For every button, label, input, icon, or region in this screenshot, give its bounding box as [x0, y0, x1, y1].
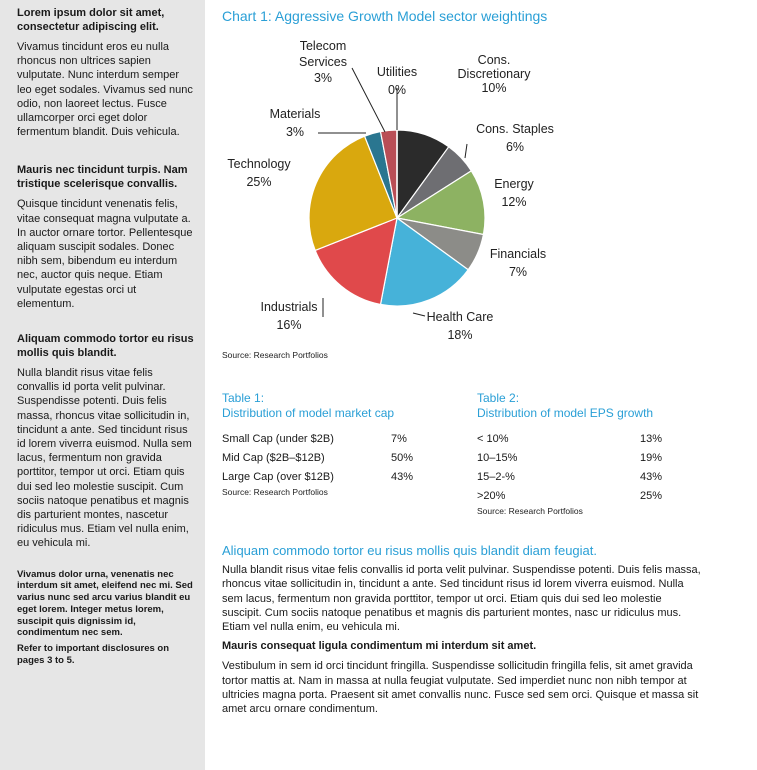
- article-body: Nulla blandit risus vitae felis convalli…: [222, 563, 702, 722]
- sidebar-heading: Mauris nec tincidunt turpis. Nam tristiq…: [17, 164, 188, 191]
- slice-label: Health Care 18%: [427, 310, 494, 342]
- table-title: Table 1: Distribution of model market cap: [222, 391, 395, 420]
- row-label: Large Cap (over $12B): [222, 471, 334, 483]
- main-content: Chart 1: Aggressive Growth Model sector …: [222, 0, 742, 770]
- table-row: Mid Cap ($2B–$12B) 50%: [222, 449, 422, 468]
- table-title: Table 2: Distribution of model EPS growth: [477, 391, 654, 420]
- sidebar-section: Aliquam commodo tortor eu risus mollis q…: [17, 332, 195, 551]
- pie-slice: [379, 216, 470, 307]
- slice-label: Cons. Discretionary 10%: [458, 53, 532, 95]
- leader-line: [351, 67, 386, 133]
- row-value: 50%: [391, 452, 414, 464]
- row-value: 19%: [640, 452, 663, 464]
- slice-label: Financials 7%: [490, 247, 546, 279]
- article-paragraph: Nulla blandit risus vitae felis convalli…: [222, 564, 701, 634]
- pie-slice: [314, 217, 398, 306]
- sidebar-body: Vivamus tincidunt eros eu nulla rhoncus …: [17, 41, 193, 139]
- pie-slice: [308, 135, 398, 252]
- slice-label: Energy 12%: [494, 177, 534, 209]
- leader-line: [464, 143, 468, 159]
- sidebar-body: Nulla blandit risus vitae felis convalli…: [17, 367, 192, 550]
- eps-growth-table: Table 2: Distribution of model EPS growth…: [477, 391, 692, 516]
- row-value: 25%: [640, 490, 663, 502]
- row-label: 10–15%: [477, 452, 518, 464]
- market-cap-table: Table 1: Distribution of model market cap…: [222, 391, 422, 497]
- table-row: 15–2-% 43%: [477, 468, 692, 487]
- sidebar-heading: Lorem ipsum dolor sit amet, consectetur …: [17, 7, 165, 33]
- article-title: Aliquam commodo tortor eu risus mollis q…: [222, 543, 598, 558]
- row-value: 43%: [640, 471, 663, 483]
- table-row: Small Cap (under $2B) 7%: [222, 430, 422, 449]
- chart-title: Chart 1: Aggressive Growth Model sector …: [222, 8, 548, 24]
- table-source: Source: Research Portfolios: [222, 487, 328, 497]
- table-source: Source: Research Portfolios: [477, 506, 583, 516]
- slice-label: Cons. Staples 6%: [476, 122, 554, 154]
- pie-chart: Cons. Discretionary 10% Cons. Staples 6% Ener…: [227, 39, 554, 342]
- row-value: 7%: [391, 433, 407, 445]
- sidebar: Lorem ipsum dolor sit amet, consectetur …: [0, 0, 205, 770]
- slice-label: Industrials 16%: [261, 300, 318, 332]
- sidebar-section: Mauris nec tincidunt turpis. Nam tristiq…: [17, 163, 195, 311]
- pie-slice: [395, 170, 486, 236]
- sidebar-body: Quisque tincidunt venenatis felis, vitae…: [17, 198, 193, 310]
- table-row: 10–15% 19%: [477, 449, 692, 468]
- table-row: >20% 25%: [477, 487, 692, 506]
- leader-line: [412, 312, 426, 317]
- chart-source: Source: Research Portfolios: [222, 350, 328, 360]
- article-subheading: Mauris consequat ligula condimentum mi i…: [222, 640, 537, 653]
- sidebar-section: Lorem ipsum dolor sit amet, consectetur …: [17, 6, 195, 139]
- row-label: Mid Cap ($2B–$12B): [222, 452, 325, 464]
- slice-label: Technology 25%: [227, 157, 291, 189]
- table-row: < 10% 13%: [477, 430, 692, 449]
- row-label: >20%: [477, 490, 506, 502]
- row-label: Small Cap (under $2B): [222, 433, 334, 445]
- sidebar-heading: Aliquam commodo tortor eu risus mollis q…: [17, 333, 194, 360]
- slice-label: Materials 3%: [270, 107, 321, 139]
- sidebar-footnote: Vivamus dolor urna, venenatis nec interd…: [17, 568, 193, 639]
- slice-label: Utilities 0%: [377, 65, 417, 97]
- sidebar-disclosure: Refer to important disclosures on pages …: [17, 642, 170, 666]
- row-value: 43%: [391, 471, 414, 483]
- article-paragraph: Vestibulum in sem id orci tincidunt frin…: [222, 660, 699, 716]
- slice-label: Telecom Services 3%: [299, 39, 347, 85]
- row-label: < 10%: [477, 433, 509, 445]
- table-row: Large Cap (over $12B) 43%: [222, 468, 422, 487]
- row-label: 15–2-%: [477, 471, 515, 483]
- row-value: 13%: [640, 433, 663, 445]
